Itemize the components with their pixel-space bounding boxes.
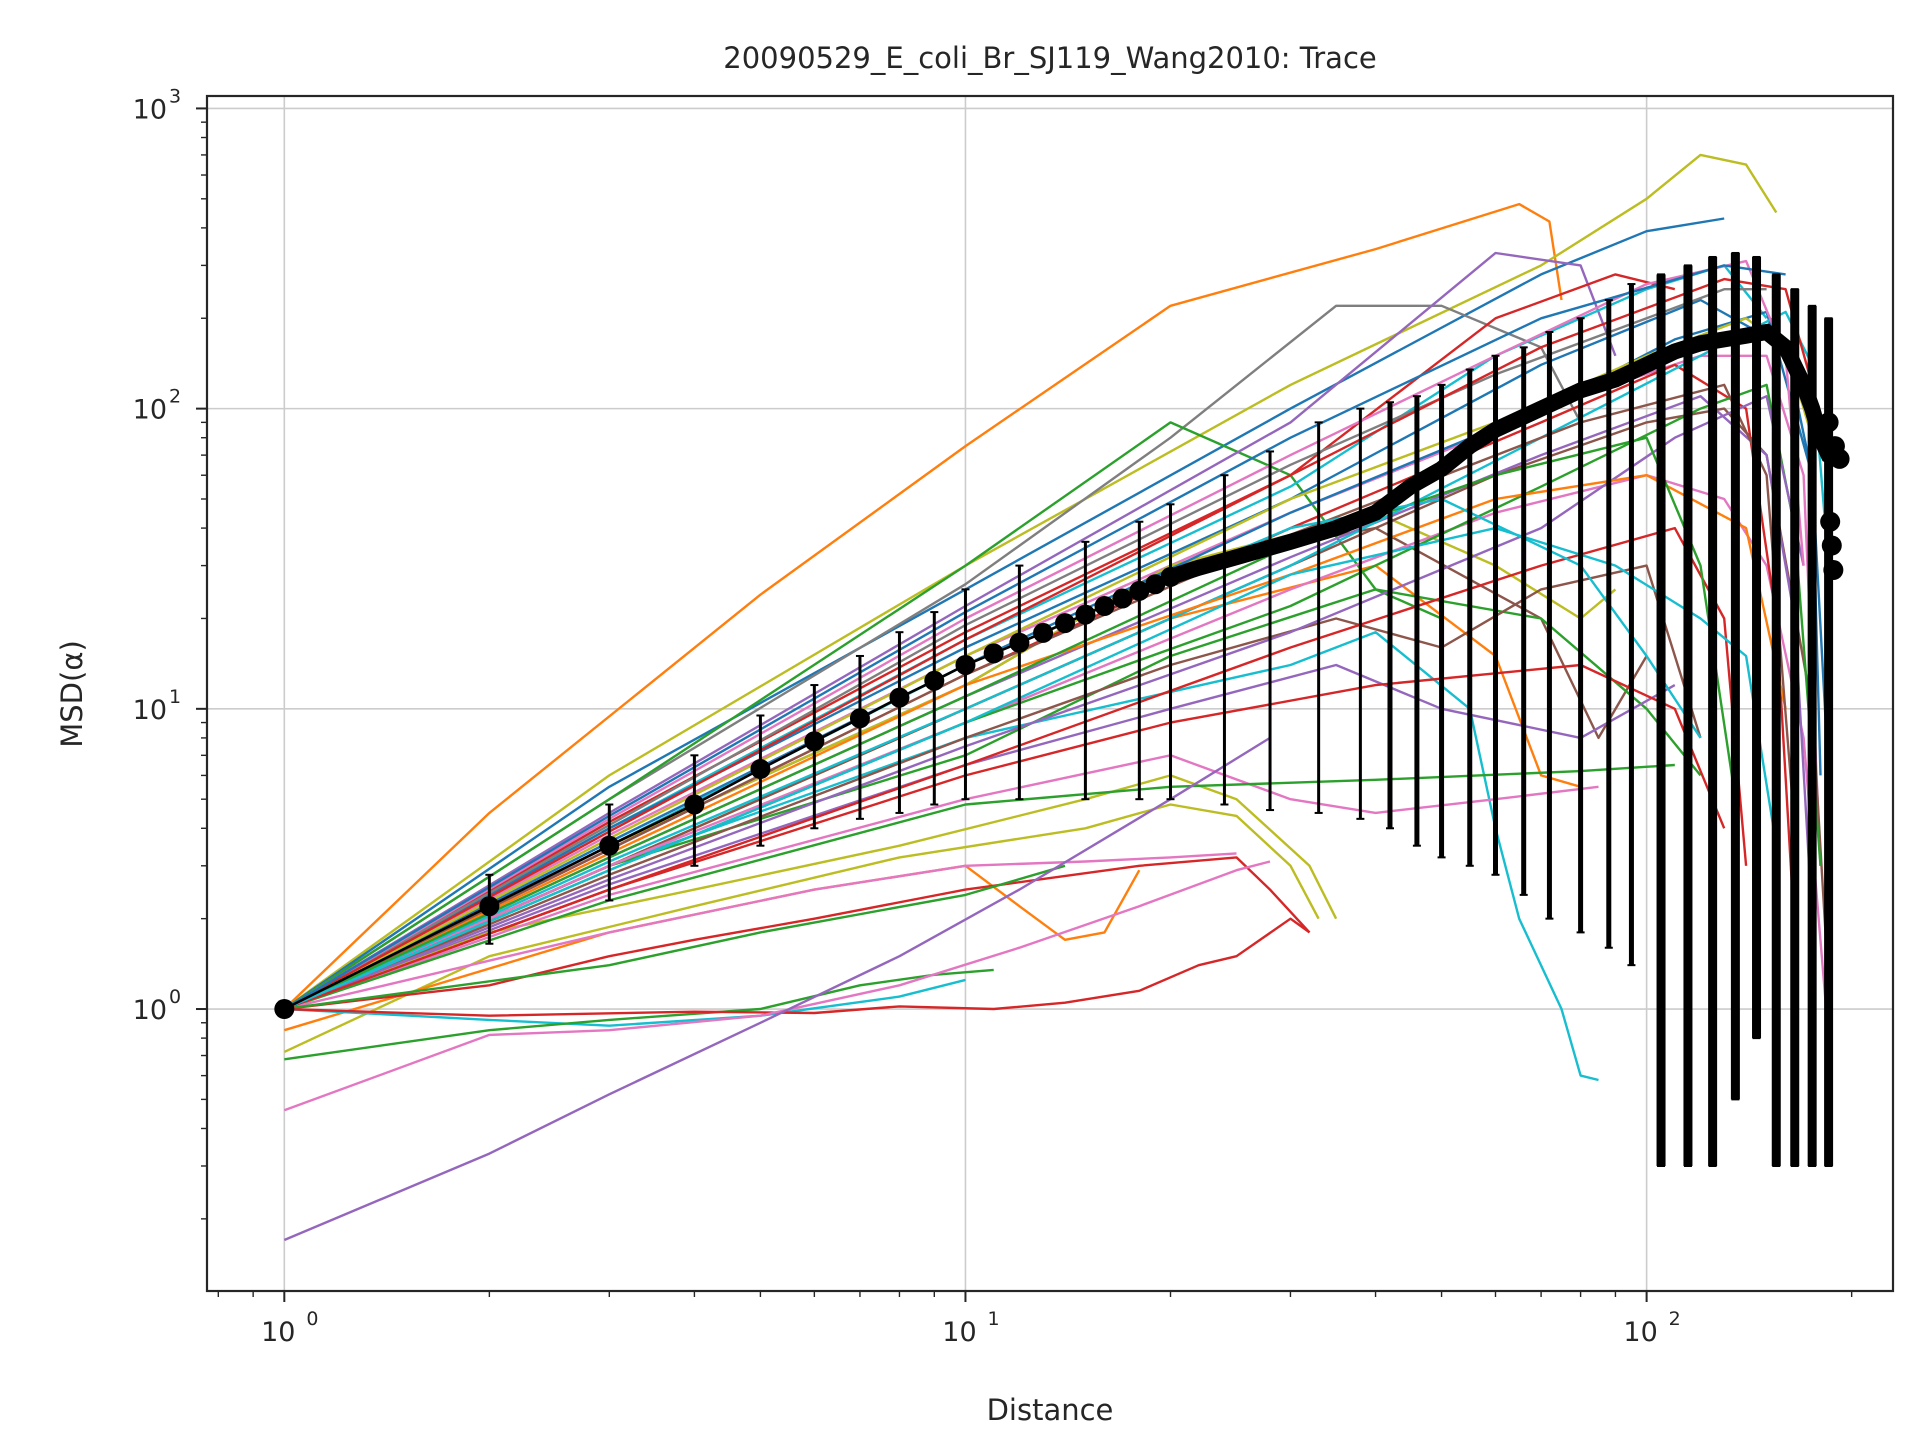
trace-line-29	[284, 917, 1311, 1017]
mean-marker	[1094, 596, 1115, 617]
y-tick-label: 10	[133, 94, 167, 125]
mean-marker	[955, 654, 976, 675]
chart-title: 20090529_E_coli_Br_SJ119_Wang2010: Trace	[723, 41, 1376, 75]
x-tick-exponent: 2	[1669, 1308, 1681, 1330]
trace-line-19	[283, 803, 1320, 1053]
y-tick-exponent: 3	[169, 85, 181, 107]
x-axis-label: Distance	[987, 1393, 1114, 1427]
mean-marker	[1112, 588, 1133, 609]
mean-marker	[924, 670, 945, 691]
mean-end-marker	[1818, 412, 1839, 433]
mean-marker	[1160, 566, 1181, 587]
mean-marker	[684, 794, 705, 815]
mean-end-marker	[1820, 511, 1841, 532]
trace-line-17	[283, 663, 1676, 1011]
y-tick-exponent: 2	[169, 386, 181, 408]
y-tick-label: 10	[133, 995, 167, 1026]
mean-end-marker	[1821, 535, 1842, 556]
mean-marker	[889, 687, 910, 708]
mean-end-marker	[1829, 448, 1850, 469]
mean-marker	[849, 708, 870, 729]
y-tick-exponent: 0	[169, 986, 181, 1008]
trace-line-1	[283, 202, 1563, 1010]
mean-dense-markers	[1162, 323, 1845, 585]
mean-marker	[1033, 622, 1054, 643]
trace-line-25	[284, 852, 1237, 1011]
mean-series	[274, 323, 1850, 1020]
mean-marker	[1009, 632, 1030, 653]
trace-line-27	[284, 978, 966, 1027]
y-tick-label: 10	[133, 695, 167, 726]
x-tick-label: 10	[942, 1317, 976, 1348]
mean-marker	[1054, 613, 1075, 634]
plot-frame	[205, 94, 1895, 1293]
trace-line-16	[283, 564, 1702, 1011]
mean-marker	[983, 643, 1004, 664]
mean-marker	[1075, 604, 1096, 625]
mean-marker	[1145, 574, 1166, 595]
x-axis-ticks: 10 0 10 1 10 2	[217, 1291, 1853, 1348]
x-tick-label: 10	[261, 1317, 295, 1348]
x-tick-exponent: 1	[987, 1308, 999, 1330]
mean-marker	[274, 999, 295, 1020]
mean-end-marker	[1823, 560, 1844, 581]
y-tick-label: 10	[133, 395, 167, 426]
x-tick-exponent: 0	[306, 1308, 318, 1330]
mean-marker	[479, 896, 500, 917]
trace-line-26	[284, 864, 1066, 1011]
trace-line-40	[283, 474, 1787, 1011]
y-axis-label: MSD(α)	[55, 640, 89, 748]
trace-line-33	[283, 474, 1830, 1039]
trace-line-30	[283, 860, 1271, 1112]
mean-marker	[599, 835, 620, 856]
x-tick-label: 10	[1623, 1317, 1657, 1348]
mean-marker	[750, 759, 771, 780]
y-tick-exponent: 1	[169, 686, 181, 708]
trace-line-2	[283, 153, 1778, 1010]
trace-line-3	[283, 217, 1725, 1010]
mean-marker	[1129, 580, 1150, 601]
trace-line-21	[283, 754, 1599, 1011]
mean-marker	[804, 731, 825, 752]
trace-line-4	[283, 304, 1582, 1011]
trace-line-31	[283, 736, 1271, 1242]
trace-line-24	[284, 856, 1311, 1011]
